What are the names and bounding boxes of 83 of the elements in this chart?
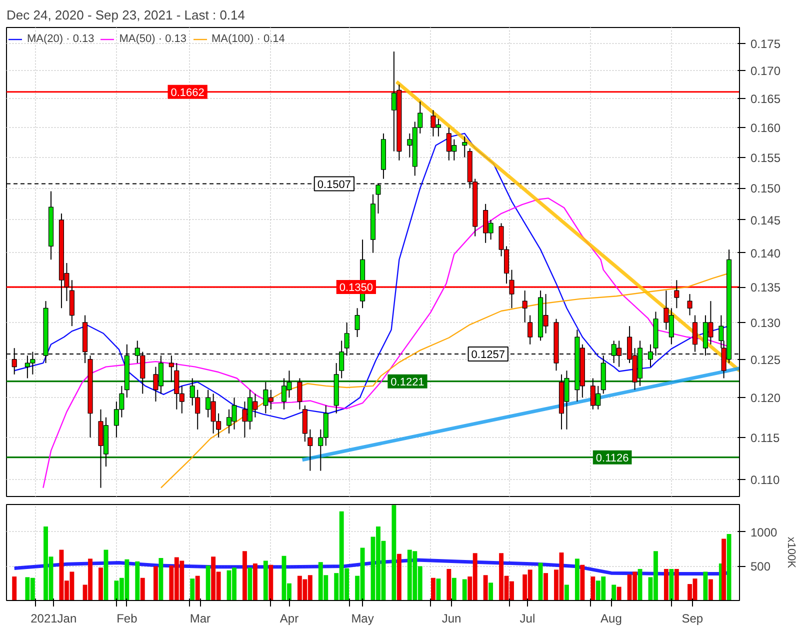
ref-line-label: 0.1350 xyxy=(339,282,374,294)
y-tick-label: 0.155 xyxy=(750,150,781,165)
bar xyxy=(436,578,441,600)
bar xyxy=(538,562,543,600)
bar xyxy=(446,568,452,600)
bar xyxy=(722,538,726,600)
bar xyxy=(488,582,494,600)
candlestick xyxy=(462,136,468,158)
y-axis-title: x100K xyxy=(785,536,798,569)
bar xyxy=(392,505,396,600)
candlestick xyxy=(687,294,692,316)
y-tick-label: 0.140 xyxy=(750,246,781,260)
bar xyxy=(252,563,258,600)
bar xyxy=(206,566,210,600)
legend-label: MA(100) · 0.14 xyxy=(212,33,285,45)
bar xyxy=(396,554,402,600)
bar xyxy=(483,575,488,600)
bar xyxy=(158,558,164,600)
y-tick-label: 0.160 xyxy=(750,121,781,136)
bar xyxy=(190,578,195,600)
bar xyxy=(195,576,200,600)
bar xyxy=(564,584,569,600)
bar xyxy=(242,551,247,600)
candlestick xyxy=(528,314,533,345)
y-tick-label: 0.165 xyxy=(750,92,781,106)
ref-line-label: 0.1257 xyxy=(471,349,505,362)
y-tick-label: 1000 xyxy=(750,525,778,540)
bar xyxy=(140,578,145,600)
candlestick xyxy=(354,308,360,338)
x-tick-label: Jul xyxy=(520,612,536,626)
bar xyxy=(430,578,436,600)
bar xyxy=(268,564,274,600)
bar xyxy=(580,564,585,600)
bar xyxy=(612,584,616,600)
candlestick xyxy=(509,269,514,309)
bar xyxy=(98,568,103,600)
y-tick-label: 0.145 xyxy=(750,213,781,228)
y-tick-label: 0.125 xyxy=(750,352,781,367)
bar xyxy=(726,534,732,600)
y-tick-label: 0.120 xyxy=(750,391,781,406)
bar xyxy=(674,568,679,600)
y-tick-label: 0.135 xyxy=(750,280,781,295)
candlestick xyxy=(674,280,680,309)
x-tick-label: Aug xyxy=(600,612,622,626)
chart-title: Dec 24, 2020 - Sep 23, 2021 - Last : 0.14 xyxy=(6,8,245,22)
y-tick-label: 0.170 xyxy=(750,64,781,78)
x-tick-label: May xyxy=(351,612,374,626)
bar xyxy=(544,573,548,600)
x-tick-label: Feb xyxy=(116,612,138,626)
ref-line-label: 0.1662 xyxy=(170,86,204,99)
ref-line-label: 0.1507 xyxy=(317,178,352,191)
legend-label: MA(50) · 0.13 xyxy=(119,33,186,45)
bar xyxy=(669,568,674,600)
y-tick-label: 0.175 xyxy=(750,36,781,51)
x-tick-label: Apr xyxy=(280,612,299,626)
y-tick-label: 0.110 xyxy=(750,472,780,487)
y-tick-label: 0.130 xyxy=(750,316,781,330)
bar xyxy=(590,576,596,600)
y-tick-label: 500 xyxy=(750,560,771,574)
bar xyxy=(574,558,580,600)
ref-line-label: 0.1126 xyxy=(596,452,629,464)
bar xyxy=(664,568,668,600)
bar xyxy=(462,579,467,600)
x-tick-label: Jun xyxy=(442,612,462,626)
bar xyxy=(703,572,708,600)
bar xyxy=(263,560,268,600)
candlestick xyxy=(308,428,313,472)
bar xyxy=(248,568,252,600)
bar xyxy=(708,579,713,600)
x-tick-label: 2021Jan xyxy=(30,612,77,626)
x-tick-label: Mar xyxy=(190,612,211,626)
bar xyxy=(452,578,456,600)
bar xyxy=(153,566,158,600)
y-tick-label: 0.115 xyxy=(750,431,780,446)
y-tick-label: 0.150 xyxy=(750,182,781,196)
bar xyxy=(135,561,140,600)
ref-line-label: 0.1221 xyxy=(390,376,424,388)
candlestick xyxy=(297,378,302,410)
bar xyxy=(12,576,17,600)
x-tick-label: Sep xyxy=(682,612,704,626)
candlestick xyxy=(522,290,528,323)
legend-label: MA(20) · 0.13 xyxy=(27,33,94,45)
bar xyxy=(616,586,622,600)
